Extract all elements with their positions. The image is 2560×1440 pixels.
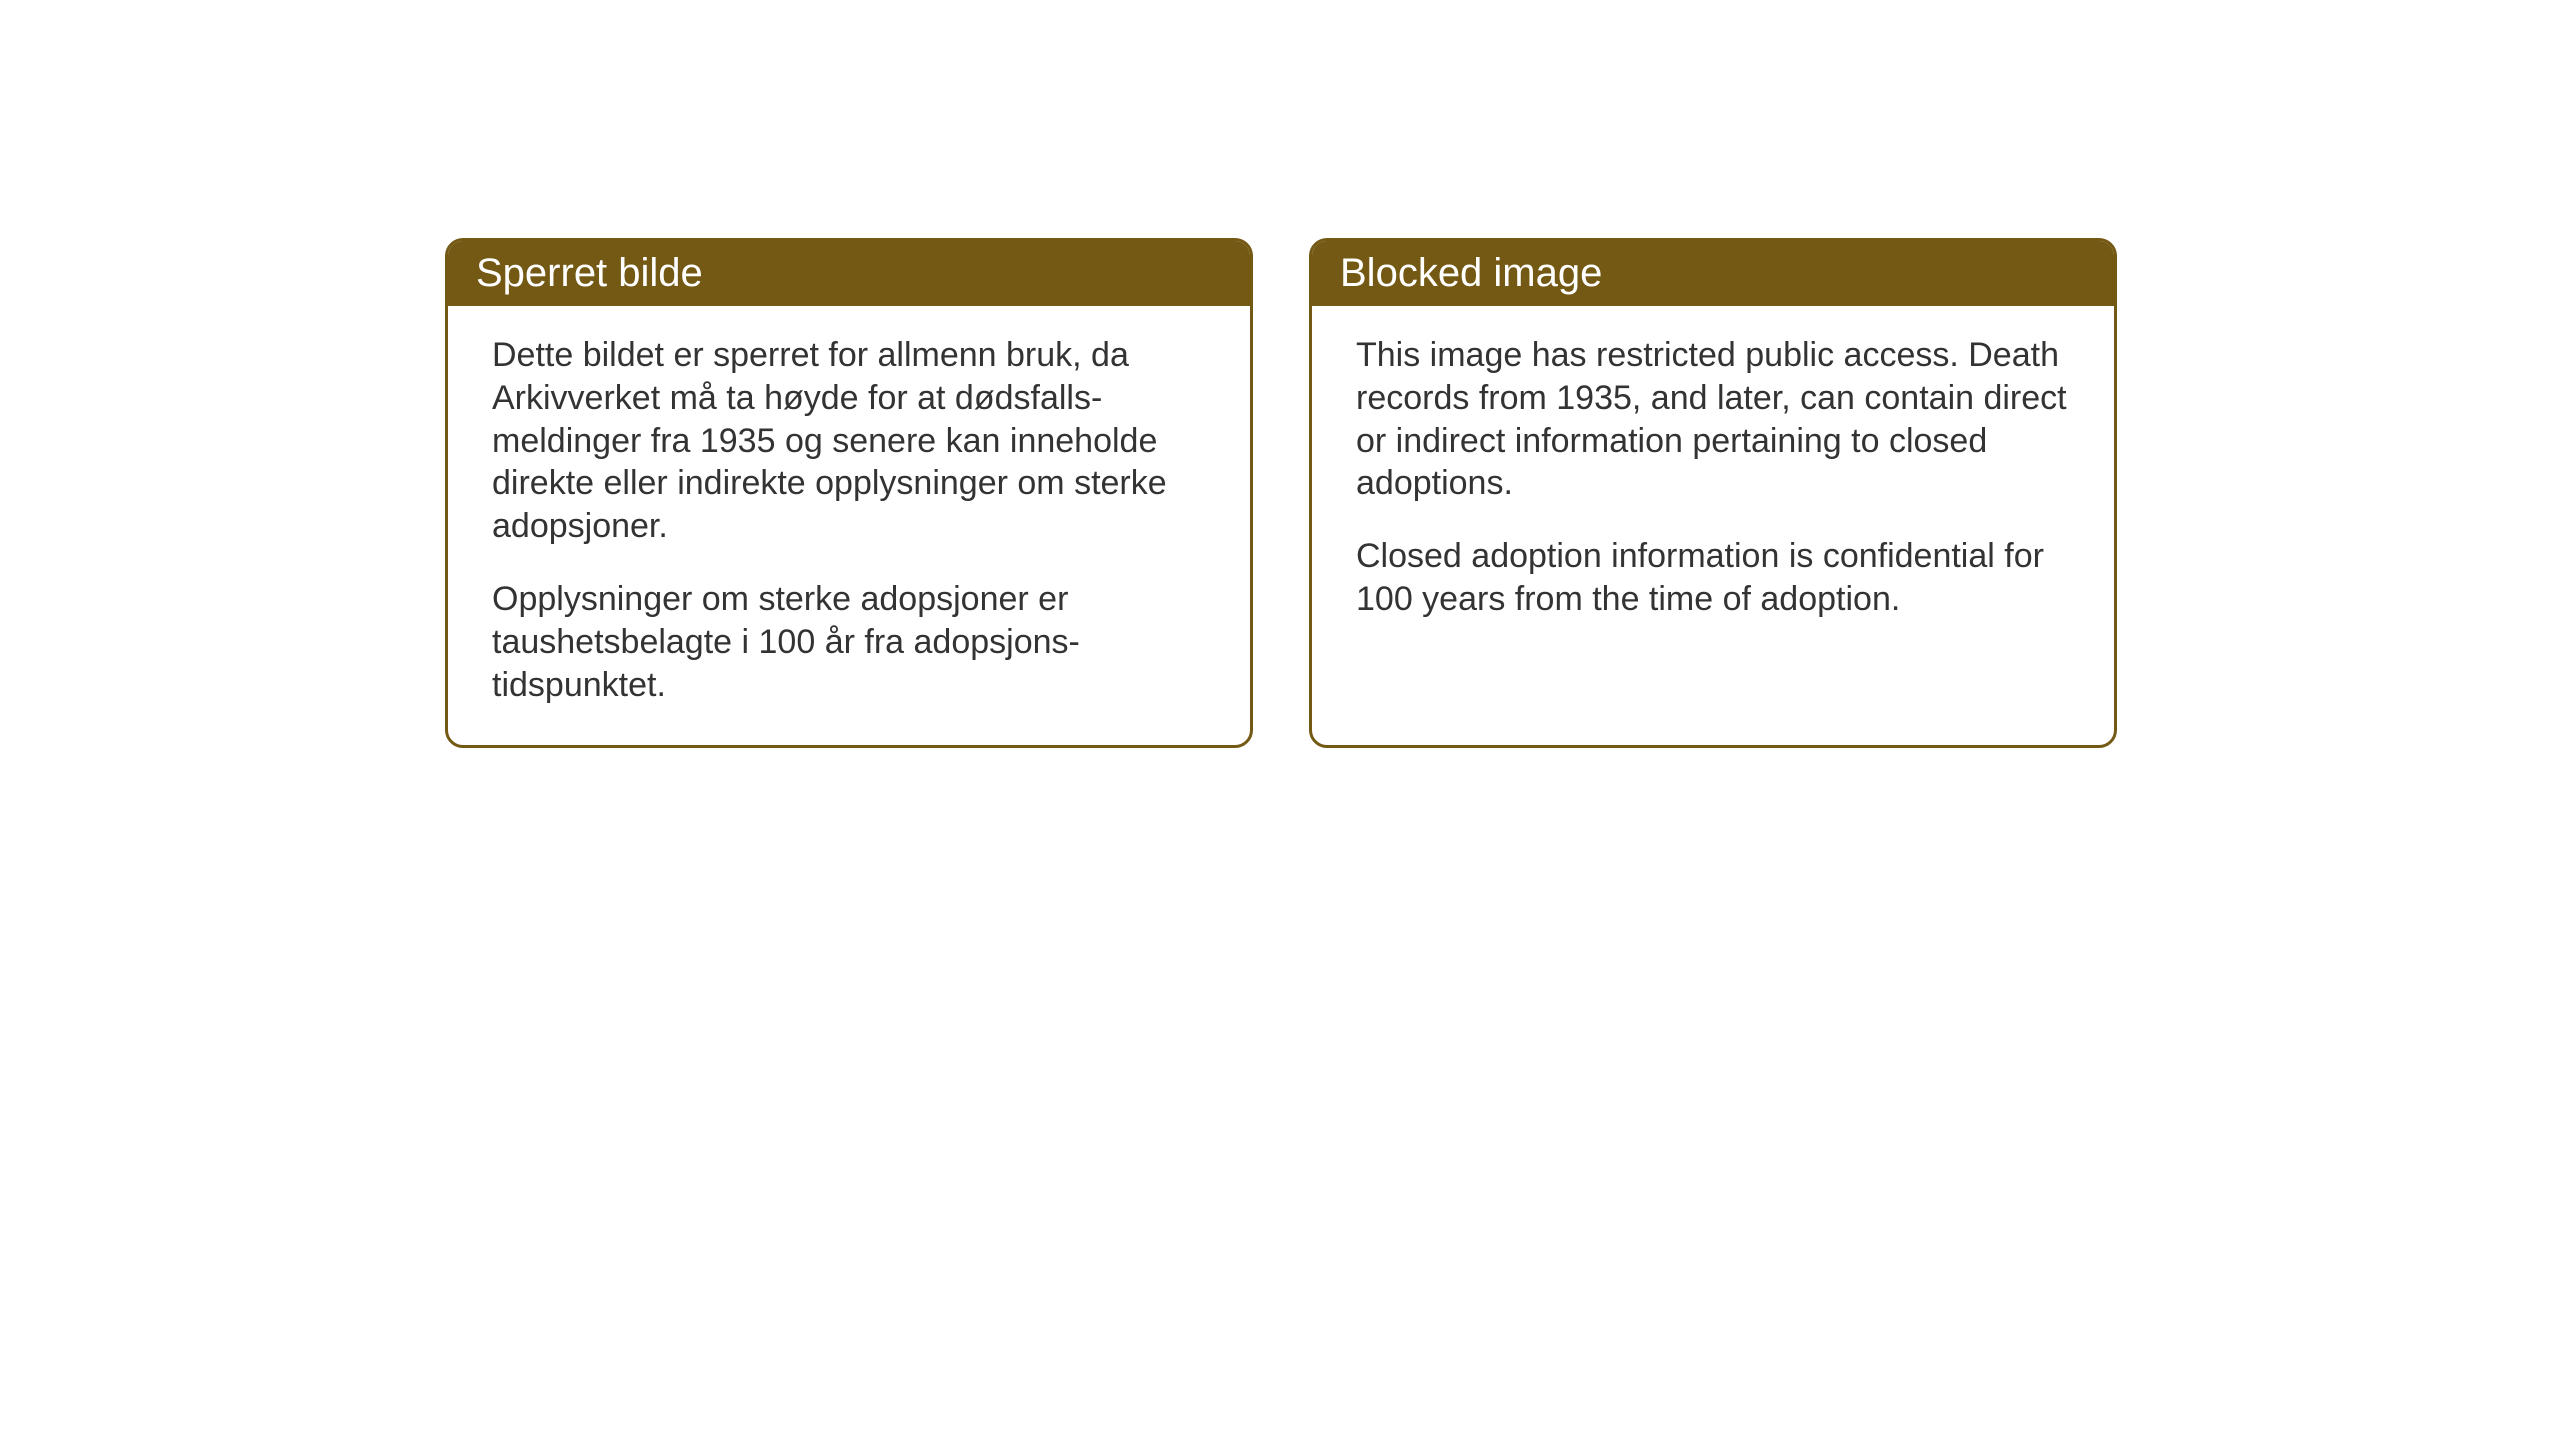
english-notice-card: Blocked image This image has restricted … [1309,238,2117,748]
english-card-title: Blocked image [1312,241,2114,306]
norwegian-card-title: Sperret bilde [448,241,1250,306]
english-paragraph-2: Closed adoption information is confident… [1356,535,2070,621]
norwegian-paragraph-1: Dette bildet er sperret for allmenn bruk… [492,334,1206,548]
english-paragraph-1: This image has restricted public access.… [1356,334,2070,505]
english-card-body: This image has restricted public access.… [1312,306,2114,694]
norwegian-card-body: Dette bildet er sperret for allmenn bruk… [448,306,1250,745]
norwegian-notice-card: Sperret bilde Dette bildet er sperret fo… [445,238,1253,748]
norwegian-paragraph-2: Opplysninger om sterke adopsjoner er tau… [492,578,1206,706]
notice-container: Sperret bilde Dette bildet er sperret fo… [0,0,2560,748]
